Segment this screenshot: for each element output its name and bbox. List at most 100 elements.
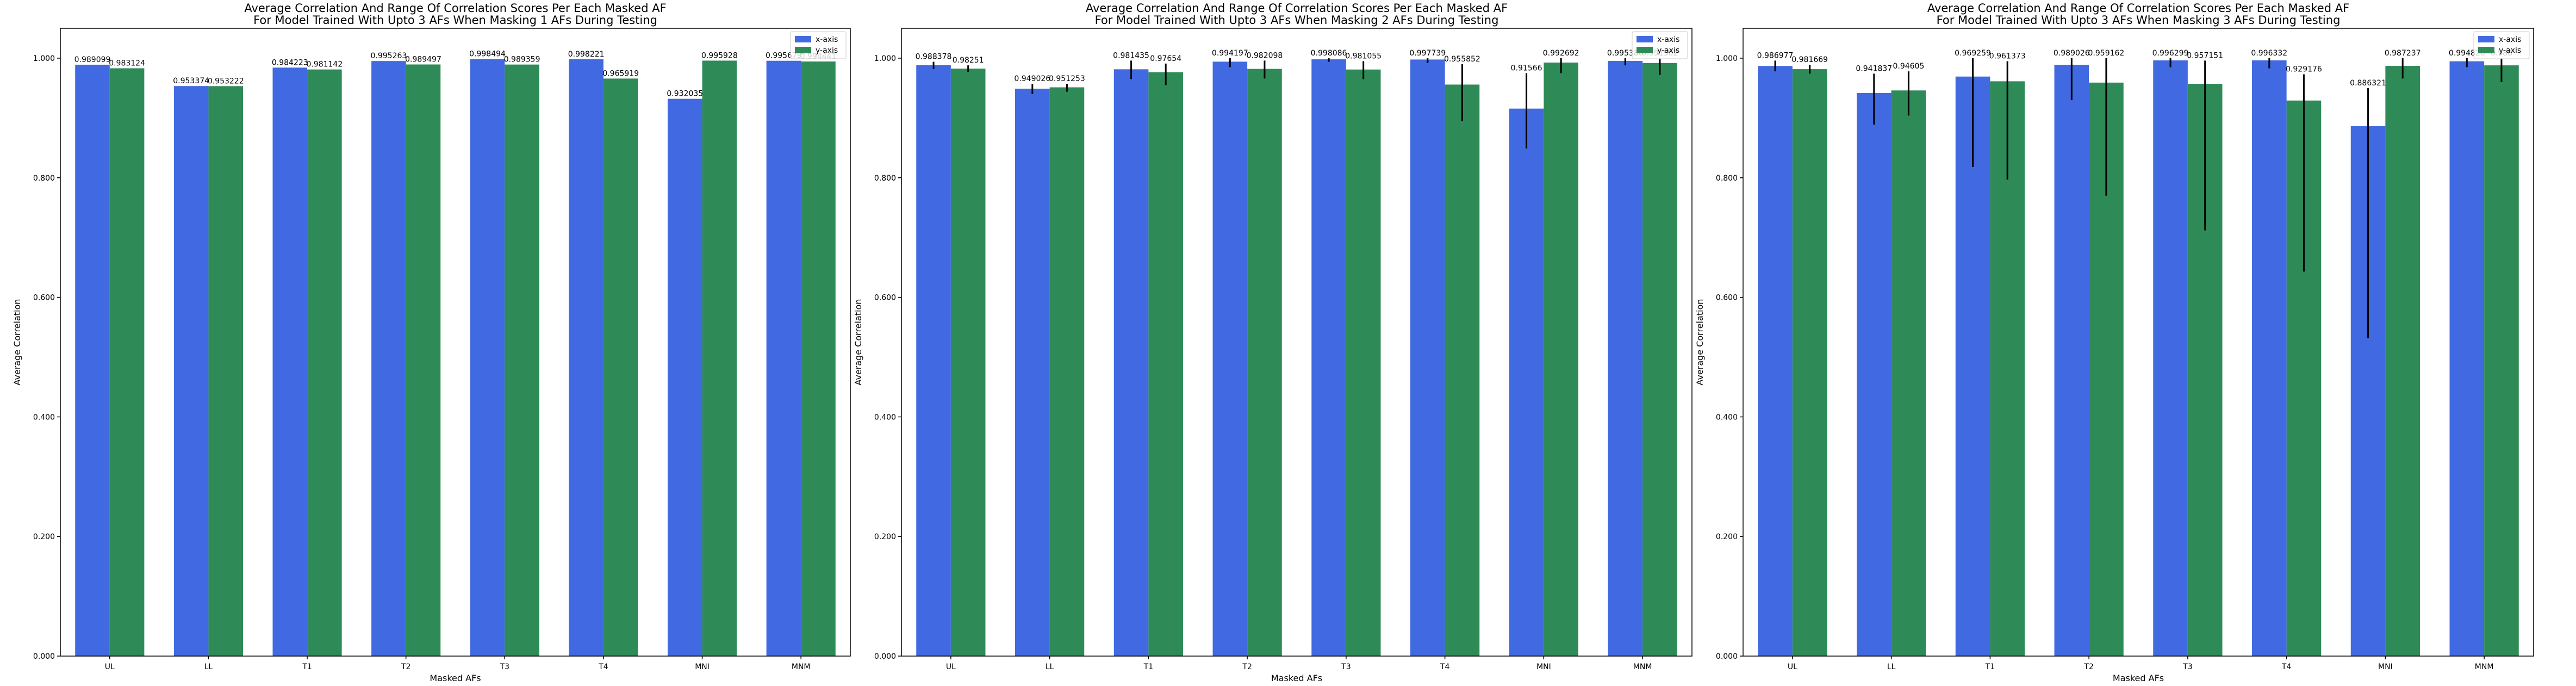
data-label-y-axis-T3: 0.989359 bbox=[504, 55, 540, 64]
x-axis-label: Masked AFs bbox=[1271, 673, 1322, 683]
legend: x-axis y-axis bbox=[2473, 31, 2530, 59]
bar-y-axis-T2 bbox=[406, 64, 441, 656]
x-tick-label: T2 bbox=[2083, 663, 2093, 671]
chart-title-line-2: For Model Trained With Upto 3 AFs When M… bbox=[1937, 14, 2341, 27]
x-tick-label: LL bbox=[1046, 663, 1054, 671]
plot-frame bbox=[60, 28, 851, 657]
bar-x-axis-MNM bbox=[2449, 61, 2485, 656]
bar-y-axis-MNI bbox=[1544, 62, 1578, 656]
bar-x-axis-T1 bbox=[1113, 69, 1149, 656]
data-label-x-axis-T4: 0.997739 bbox=[1409, 49, 1446, 58]
data-label-x-axis-T2: 0.995263 bbox=[370, 52, 407, 60]
bar-y-axis-MNI bbox=[702, 60, 737, 656]
data-label-y-axis-T1: 0.981142 bbox=[306, 60, 343, 69]
y-tick-label: 0.200 bbox=[874, 533, 896, 541]
data-label-x-axis-T1: 0.981435 bbox=[1113, 51, 1149, 60]
x-tick-label: T4 bbox=[2281, 663, 2292, 671]
bar-y-axis-T4 bbox=[1445, 84, 1480, 656]
data-label-y-axis-LL: 0.94605 bbox=[1893, 62, 1924, 71]
legend-entry-y-axis: y-axis bbox=[816, 46, 838, 55]
y-tick-label: 0.800 bbox=[874, 174, 896, 183]
data-label-y-axis-T2: 0.959162 bbox=[2088, 49, 2125, 58]
bar-y-axis-MNI bbox=[2385, 65, 2420, 657]
data-label-x-axis-T3: 0.996299 bbox=[2152, 49, 2189, 58]
data-label-x-axis-UL: 0.989099 bbox=[74, 55, 111, 64]
bar-x-axis-T3 bbox=[1311, 59, 1346, 657]
y-tick-label: 0.800 bbox=[1716, 174, 1738, 183]
data-label-y-axis-LL: 0.953222 bbox=[208, 77, 244, 85]
data-label-y-axis-T4: 0.965919 bbox=[602, 69, 639, 78]
bar-y-axis-MNM bbox=[1642, 63, 1677, 657]
data-label-x-axis-T3: 0.998086 bbox=[1311, 49, 1347, 58]
data-label-y-axis-T3: 0.957151 bbox=[2187, 51, 2223, 60]
chart-panel-1: Average Correlation And Range Of Correla… bbox=[12, 2, 851, 683]
data-label-y-axis-UL: 0.983124 bbox=[109, 59, 145, 67]
bar-x-axis-T1 bbox=[1955, 76, 1990, 657]
bar-y-axis-T1 bbox=[1148, 72, 1183, 656]
x-tick-label: MNI bbox=[2378, 663, 2393, 671]
y-tick-label: 0.400 bbox=[33, 413, 55, 422]
x-tick-label: T3 bbox=[500, 663, 509, 671]
legend-entry-x-axis: x-axis bbox=[816, 35, 838, 44]
plot-frame bbox=[1743, 28, 2534, 657]
bar-y-axis-T4 bbox=[603, 78, 638, 656]
x-tick-label: T4 bbox=[598, 663, 608, 671]
data-label-y-axis-T3: 0.981055 bbox=[1345, 52, 1382, 60]
data-label-x-axis-T1: 0.969259 bbox=[1955, 49, 1991, 58]
y-tick-label: 0.200 bbox=[33, 533, 55, 541]
legend-entry-x-axis: x-axis bbox=[2499, 35, 2521, 44]
y-axis-label: Average Correlation bbox=[1695, 299, 1705, 385]
chart-title-line-1: Average Correlation And Range Of Correla… bbox=[1927, 2, 2349, 15]
x-tick-label: UL bbox=[1788, 663, 1797, 671]
chart-title-line-2: For Model Trained With Upto 3 AFs When M… bbox=[253, 14, 657, 27]
bar-x-axis-UL bbox=[916, 65, 951, 657]
bar-y-axis-LL bbox=[1049, 87, 1085, 657]
y-axis-label: Average Correlation bbox=[12, 299, 22, 385]
bar-x-axis-MNI bbox=[667, 98, 702, 656]
bar-x-axis-T2 bbox=[371, 61, 406, 656]
bar-x-axis-T4 bbox=[569, 59, 603, 656]
data-label-x-axis-T2: 0.989026 bbox=[2054, 49, 2090, 58]
y-tick-label: 0.000 bbox=[33, 652, 55, 661]
data-label-x-axis-T4: 0.998221 bbox=[568, 50, 605, 59]
y-tick-label: 0.000 bbox=[874, 652, 896, 661]
x-tick-label: T2 bbox=[401, 663, 410, 671]
data-label-x-axis-LL: 0.949026 bbox=[1014, 75, 1050, 83]
y-tick-label: 0.800 bbox=[33, 174, 55, 183]
bar-y-axis-UL bbox=[950, 69, 986, 657]
legend-swatch-y-axis bbox=[795, 47, 811, 53]
bar-x-axis-LL bbox=[1015, 88, 1050, 657]
data-label-x-axis-T3: 0.998494 bbox=[469, 50, 506, 59]
x-tick-label: UL bbox=[105, 663, 115, 671]
bar-y-axis-T1 bbox=[307, 69, 342, 656]
y-tick-label: 1.000 bbox=[33, 54, 55, 63]
x-tick-label: T3 bbox=[1341, 663, 1351, 671]
bar-x-axis-T4 bbox=[1410, 59, 1445, 656]
x-tick-label: T1 bbox=[1143, 663, 1153, 671]
data-label-x-axis-UL: 0.986977 bbox=[1757, 51, 1794, 60]
data-label-x-axis-LL: 0.953374 bbox=[173, 77, 209, 85]
x-tick-label: T3 bbox=[2182, 663, 2192, 671]
chart-title-line-2: For Model Trained With Upto 3 AFs When M… bbox=[1095, 14, 1499, 27]
y-tick-label: 1.000 bbox=[874, 54, 896, 63]
legend-entry-y-axis: y-axis bbox=[1657, 46, 1679, 55]
legend-swatch-x-axis bbox=[2478, 36, 2494, 42]
data-label-y-axis-T1: 0.961373 bbox=[1989, 52, 2026, 60]
data-label-x-axis-MNI: 0.932035 bbox=[667, 90, 703, 98]
bar-y-axis-LL bbox=[208, 86, 244, 656]
bar-x-axis-T3 bbox=[2153, 60, 2188, 656]
bar-x-axis-T2 bbox=[2054, 65, 2089, 657]
data-label-y-axis-MNI: 0.987237 bbox=[2385, 49, 2421, 58]
y-tick-label: 0.000 bbox=[1716, 652, 1738, 661]
bar-x-axis-LL bbox=[173, 86, 209, 657]
data-label-x-axis-UL: 0.988378 bbox=[916, 53, 952, 61]
y-tick-label: 0.600 bbox=[874, 294, 896, 302]
chart-title-line-1: Average Correlation And Range Of Correla… bbox=[1086, 2, 1508, 15]
x-tick-label: T1 bbox=[302, 663, 312, 671]
legend-swatch-y-axis bbox=[1637, 47, 1653, 53]
bar-x-axis-UL bbox=[75, 64, 110, 656]
y-tick-label: 0.400 bbox=[1716, 413, 1738, 422]
data-label-x-axis-T4: 0.996332 bbox=[2251, 49, 2287, 58]
bar-x-axis-T1 bbox=[272, 67, 308, 657]
